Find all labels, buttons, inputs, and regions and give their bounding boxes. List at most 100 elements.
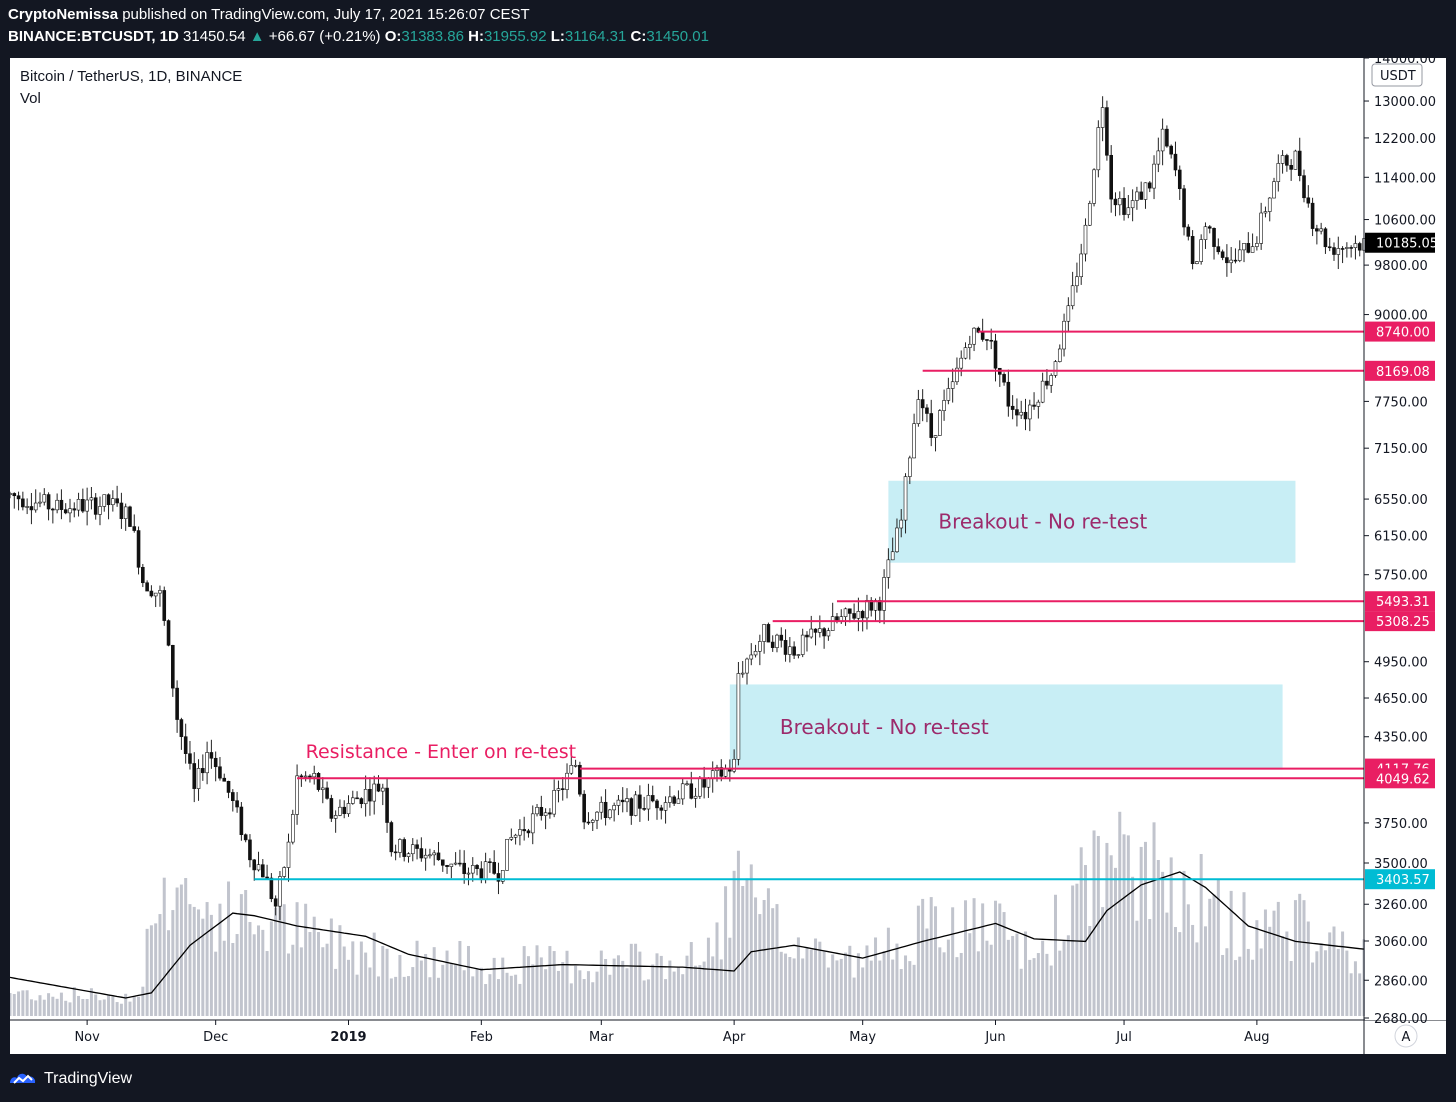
candle-body xyxy=(1105,107,1109,156)
candle-body xyxy=(693,795,698,799)
volume-bar xyxy=(569,983,573,1016)
candle-body xyxy=(16,495,21,500)
candle-body xyxy=(796,654,801,656)
zones-layer: Breakout - No re-test Breakout - No re-te… xyxy=(729,480,1296,770)
candle-body xyxy=(81,499,85,512)
volume-bar xyxy=(1319,943,1323,1016)
candle-body xyxy=(1152,163,1156,189)
volume-bar xyxy=(89,988,93,1016)
volume-bar xyxy=(338,925,342,1016)
volume-bar xyxy=(325,943,329,1016)
candle-body xyxy=(1002,374,1006,383)
low-value: 31164.31 xyxy=(564,28,627,45)
volume-bar xyxy=(1118,811,1122,1016)
volume-bar xyxy=(145,928,149,1016)
volume-bar xyxy=(55,998,59,1016)
level-price-label: 3403.57 xyxy=(1376,873,1430,888)
candle-body xyxy=(985,339,989,341)
volume-bar xyxy=(68,1002,72,1016)
levels-layer: Resistance - Enter on re-test xyxy=(254,330,1364,881)
candle-body xyxy=(1267,197,1272,212)
candle-body xyxy=(582,793,586,823)
candle-body xyxy=(633,794,638,816)
volume-legend[interactable]: Vol xyxy=(20,90,41,107)
candle-body xyxy=(955,367,959,383)
volume-bar xyxy=(471,976,475,1016)
volume-bar xyxy=(779,951,783,1016)
volume-bar xyxy=(115,1002,119,1016)
volume-bar xyxy=(668,960,672,1016)
candle-body xyxy=(860,611,865,619)
volume-bar xyxy=(85,998,89,1016)
candle-body xyxy=(766,624,771,643)
chart-panel[interactable]: Breakout - No re-test Breakout - No re-te… xyxy=(10,58,1446,1054)
candle-body xyxy=(46,494,51,510)
volume-bar xyxy=(599,950,603,1016)
candle-body xyxy=(1100,107,1105,128)
volume-bar xyxy=(1096,835,1100,1016)
x-tick-label: Jun xyxy=(984,1030,1005,1045)
volume-bar xyxy=(1011,936,1015,1016)
volume-bar xyxy=(1341,931,1345,1016)
candle-body xyxy=(1259,212,1263,244)
author-name[interactable]: CryptoNemissa xyxy=(8,6,119,23)
resistance-annotation: Resistance - Enter on re-test xyxy=(306,741,576,763)
candle-body xyxy=(63,509,68,514)
volume-bar xyxy=(398,954,402,1016)
candle-body xyxy=(111,498,115,506)
volume-bar xyxy=(874,937,878,1016)
volume-bar xyxy=(197,909,201,1016)
volume-bar xyxy=(685,955,689,1016)
volume-bar xyxy=(1148,919,1152,1016)
candle-body xyxy=(453,862,458,865)
candle-body xyxy=(1010,405,1015,410)
candle-body xyxy=(389,822,394,853)
candle-body xyxy=(1233,259,1238,262)
footer-brand[interactable]: TradingView xyxy=(8,1066,132,1092)
level-price-label-bg xyxy=(1365,768,1435,789)
candle-body xyxy=(1272,181,1276,199)
candle-body xyxy=(548,812,552,815)
candle-body xyxy=(1186,226,1191,237)
candle-body xyxy=(295,775,299,815)
candle-body xyxy=(243,834,248,841)
candle-body xyxy=(967,343,972,348)
volume-bar xyxy=(411,967,415,1016)
candle-body xyxy=(1357,243,1362,251)
y-tick-label: 4950.00 xyxy=(1374,656,1428,671)
price-chart[interactable]: Breakout - No re-test Breakout - No re-te… xyxy=(10,58,1446,1054)
volume-bar xyxy=(934,906,938,1016)
candle-body xyxy=(843,608,848,617)
candle-body xyxy=(522,829,526,832)
candle-body xyxy=(848,608,852,614)
x-tick-label: Dec xyxy=(203,1030,228,1045)
candle-body xyxy=(273,898,278,907)
candle-body xyxy=(342,806,347,815)
volume-bar xyxy=(908,961,912,1016)
candle-body xyxy=(1302,175,1306,199)
volume-bar xyxy=(1178,932,1182,1016)
candle-body xyxy=(1113,198,1118,206)
volume-bar xyxy=(886,927,890,1016)
volume-bar xyxy=(154,923,158,1016)
candle-body xyxy=(1340,248,1345,250)
volume-bar xyxy=(1058,950,1062,1016)
last-price: 31450.54 xyxy=(183,28,246,45)
candle-body xyxy=(1177,169,1182,190)
candle-body xyxy=(209,752,214,759)
candle-body xyxy=(115,498,119,504)
volume-bar xyxy=(1285,931,1289,1016)
chart-legend-title[interactable]: Bitcoin / TetherUS, 1D, BINANCE xyxy=(20,68,243,85)
volume-bar xyxy=(702,961,706,1016)
volume-bar xyxy=(818,941,822,1016)
volume-bar xyxy=(544,969,548,1016)
candle-body xyxy=(856,611,861,619)
candle-body xyxy=(286,841,291,868)
candle-body xyxy=(183,736,188,754)
candle-body xyxy=(192,763,197,789)
candle-body xyxy=(42,494,47,503)
candle-body xyxy=(475,865,479,870)
volume-bar xyxy=(1053,894,1057,1016)
volume-bar xyxy=(1332,926,1336,1016)
volume-bar xyxy=(766,888,770,1016)
